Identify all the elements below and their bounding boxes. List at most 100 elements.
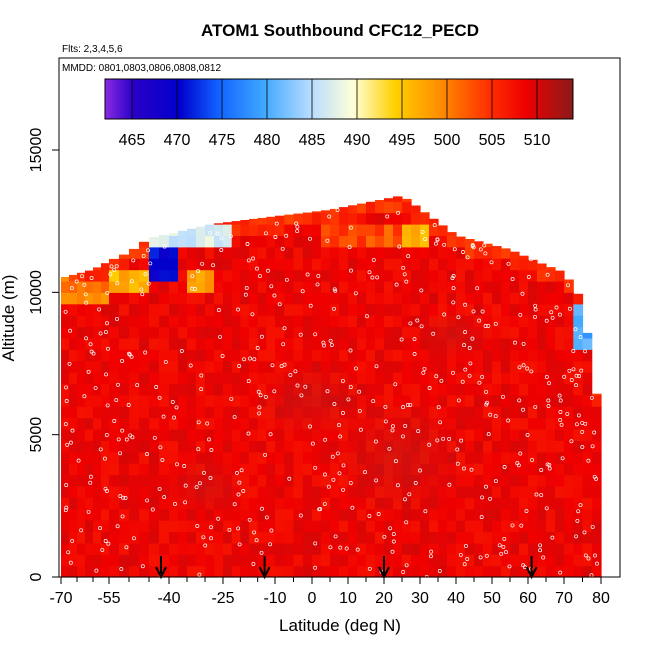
heat-cell bbox=[85, 565, 94, 578]
heat-cell bbox=[240, 451, 250, 464]
heat-cell bbox=[223, 258, 233, 271]
sample-point bbox=[295, 229, 300, 234]
heat-cell bbox=[348, 205, 358, 214]
heat-cell bbox=[528, 360, 538, 373]
heat-cell bbox=[159, 383, 170, 396]
heat-cell bbox=[257, 280, 267, 293]
heat-cell bbox=[169, 383, 179, 396]
sample-point bbox=[284, 233, 289, 238]
heat-cell bbox=[447, 372, 457, 384]
heat-cell bbox=[159, 337, 170, 350]
sample-point bbox=[517, 365, 522, 370]
heat-cell bbox=[483, 360, 493, 373]
heat-cell bbox=[119, 258, 130, 271]
heat-cell bbox=[139, 429, 150, 441]
heat-cell bbox=[187, 228, 197, 236]
heat-cell bbox=[293, 315, 304, 328]
heat-cell bbox=[275, 485, 285, 498]
heat-cell bbox=[348, 258, 358, 271]
heat-cell bbox=[393, 360, 403, 373]
y-tick-label: 10000 bbox=[28, 270, 45, 315]
heat-cell bbox=[492, 485, 502, 498]
sample-point bbox=[355, 547, 360, 552]
heat-cell bbox=[312, 303, 322, 316]
sample-point bbox=[272, 389, 277, 394]
heat-cell bbox=[214, 360, 224, 373]
heat-cell bbox=[85, 508, 94, 521]
heat-cell bbox=[330, 485, 340, 498]
heat-cell bbox=[519, 292, 529, 305]
sample-point bbox=[486, 323, 491, 328]
heat-cell bbox=[223, 246, 233, 259]
heat-cell bbox=[169, 520, 179, 533]
heat-cell bbox=[321, 246, 331, 259]
heat-cell bbox=[564, 463, 574, 476]
heat-patch bbox=[252, 360, 372, 441]
sample-point bbox=[145, 452, 149, 457]
sample-point bbox=[299, 393, 304, 398]
heat-cell bbox=[384, 224, 394, 236]
heat-cell bbox=[564, 417, 574, 430]
heat-cell bbox=[187, 337, 197, 350]
sample-point bbox=[391, 532, 396, 537]
heat-cell bbox=[159, 394, 170, 407]
sample-point bbox=[305, 272, 310, 277]
heat-cell bbox=[348, 531, 358, 544]
heat-cell bbox=[528, 520, 538, 533]
heat-cell bbox=[429, 303, 439, 316]
sample-point bbox=[493, 321, 498, 326]
sample-point bbox=[575, 518, 580, 523]
heat-cell bbox=[528, 406, 538, 419]
heat-cell bbox=[312, 508, 322, 521]
sample-point bbox=[313, 465, 318, 470]
heat-cell bbox=[420, 303, 430, 316]
heat-cell bbox=[555, 383, 565, 396]
heat-cell bbox=[169, 349, 179, 362]
heat-cell bbox=[85, 531, 94, 544]
heat-cell bbox=[438, 383, 448, 396]
sample-point bbox=[390, 428, 395, 433]
heat-cell bbox=[591, 497, 602, 510]
heat-cell bbox=[214, 372, 224, 384]
heat-cell bbox=[582, 372, 593, 384]
heat-cell bbox=[69, 565, 78, 578]
heat-cell bbox=[266, 542, 276, 555]
heat-cell bbox=[330, 326, 340, 339]
heat-cell bbox=[61, 429, 70, 441]
sample-point bbox=[566, 283, 570, 288]
sample-point bbox=[143, 272, 148, 277]
heat-cell bbox=[159, 440, 170, 453]
heat-cell bbox=[93, 554, 102, 567]
sample-point bbox=[143, 350, 148, 355]
heat-cell bbox=[348, 349, 358, 362]
heat-cell bbox=[178, 565, 188, 578]
heat-cell bbox=[366, 554, 376, 567]
heat-cell bbox=[429, 218, 439, 225]
colorbar-tick-label: 480 bbox=[254, 132, 281, 149]
heat-cell bbox=[196, 326, 206, 339]
heat-cell bbox=[196, 440, 206, 453]
sample-point bbox=[405, 403, 410, 408]
y-tick-label: 5000 bbox=[28, 417, 45, 453]
heat-cell bbox=[366, 326, 376, 339]
heat-cell bbox=[266, 531, 276, 544]
heat-cell bbox=[384, 349, 394, 362]
heat-cell bbox=[528, 417, 538, 430]
heat-cell bbox=[312, 542, 322, 555]
heat-cell bbox=[438, 235, 448, 248]
heat-cell bbox=[93, 267, 102, 271]
heat-cell bbox=[519, 269, 529, 282]
heat-cell bbox=[555, 531, 565, 544]
heat-cell bbox=[564, 474, 574, 487]
heat-cell bbox=[528, 315, 538, 328]
heat-cell bbox=[492, 451, 502, 464]
heat-cell bbox=[302, 280, 313, 293]
heat-cell bbox=[159, 303, 170, 316]
x-tick-label: 0 bbox=[308, 590, 317, 607]
heat-cell bbox=[375, 372, 385, 384]
heat-cell bbox=[366, 360, 376, 373]
sample-point bbox=[131, 258, 136, 263]
sample-point bbox=[258, 393, 263, 398]
heat-cell bbox=[393, 292, 403, 305]
heat-cell bbox=[537, 326, 547, 339]
